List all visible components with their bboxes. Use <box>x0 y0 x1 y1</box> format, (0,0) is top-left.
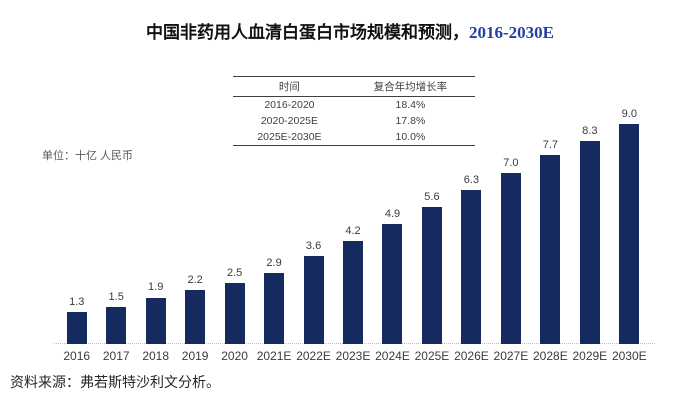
bar <box>382 223 403 344</box>
bar <box>343 241 364 344</box>
unit-label: 单位：十亿 人民币 <box>42 150 134 162</box>
cagr-table-header-row: 时间 复合年均增长率 <box>233 76 475 97</box>
x-tick-label: 2030E <box>611 349 647 363</box>
chart-title: 中国非药用人血清白蛋白市场规模和预测，2016-2030E <box>0 18 700 43</box>
bar-group-2030E: 9.0 2030E <box>610 106 649 364</box>
bar-group-2028E: 7.7 2028E <box>531 106 570 363</box>
bar-group-2016: 1.3 2016 <box>57 106 96 363</box>
x-tick-label: 2020 <box>221 349 248 363</box>
period-cell: 2020-2025E <box>260 115 319 127</box>
table-row: 2016-2020 18.4% <box>233 97 475 114</box>
cagr-table-header-period: 时间 <box>233 76 346 97</box>
bar <box>66 312 87 344</box>
chart-title-range: 2016-2030E <box>469 23 554 42</box>
x-tick-label: 2026E <box>454 349 489 363</box>
cagr-table: 时间 复合年均增长率 2016-2020 18.4% 2020-2025E 17… <box>233 76 475 146</box>
bar-group-2017: 1.5 2017 <box>96 106 135 363</box>
bar-value-label: 2.5 <box>226 266 243 279</box>
bar <box>461 189 482 344</box>
x-tick-label: 2025E <box>414 349 450 363</box>
x-tick-label: 2028E <box>533 349 568 363</box>
bar-value-label: 1.3 <box>69 296 85 309</box>
x-tick-label: 2022E <box>296 349 331 363</box>
bar-value-label: 2.9 <box>266 256 282 269</box>
bar-value-label: 9.0 <box>621 107 637 120</box>
cagr-cell: 17.8% <box>395 115 426 127</box>
bar-value-label: 3.6 <box>305 239 322 252</box>
bar-value-label: 6.3 <box>463 173 480 186</box>
x-tick-label: 2019 <box>181 349 209 363</box>
bar <box>579 140 600 344</box>
bar <box>264 273 285 344</box>
bar <box>500 172 521 344</box>
bar-value-label: 7.7 <box>542 139 559 152</box>
cagr-cell: 18.4% <box>395 99 426 111</box>
bar-value-label: 1.9 <box>148 281 164 294</box>
bar <box>185 290 206 344</box>
x-tick-label: 2029E <box>572 349 608 363</box>
cagr-table-header-cagr: 复合年均增长率 <box>345 76 475 97</box>
x-tick-label: 2027E <box>493 349 529 363</box>
bar-columns: 1.3 2016 1.5 2017 1.9 2018 2.2 2019 2.5 2020 2.9 20… <box>57 106 649 364</box>
bar-group-2023E: 4.2 2023E <box>333 106 372 363</box>
period-cell: 2025E-2030E <box>257 131 322 143</box>
bar-value-label: 8.3 <box>582 124 598 137</box>
period-cell: 2016-2020 <box>264 99 315 111</box>
bar-value-label: 2.2 <box>187 274 203 287</box>
bar-group-2020: 2.5 2020 <box>215 106 254 363</box>
source-note: 资料来源：弗若斯特沙利文分析。 <box>10 376 220 391</box>
x-tick-label: 2018 <box>142 349 170 363</box>
bar-chart: 1.3 2016 1.5 2017 1.9 2018 2.2 2019 2.5 2020 2.9 20… <box>54 106 655 364</box>
bar-group-2019: 2.2 2019 <box>175 106 214 363</box>
table-row: 2025E-2030E 10.0% <box>233 129 475 146</box>
bar-value-label: 7.0 <box>503 156 519 169</box>
bar <box>619 123 640 344</box>
bar-value-label: 4.2 <box>345 225 361 238</box>
bar-value-label: 1.5 <box>108 291 124 304</box>
x-tick-label: 2016 <box>63 349 91 363</box>
x-tick-label: 2021E <box>256 349 292 363</box>
bar <box>303 255 324 344</box>
bar-group-2018: 1.9 2018 <box>136 106 175 363</box>
bar <box>224 282 245 344</box>
x-tick-label: 2023E <box>335 349 371 363</box>
bar-group-2021E: 2.9 2021E <box>254 106 293 363</box>
x-tick-label: 2024E <box>375 349 410 363</box>
bar <box>540 155 561 344</box>
bar-group-2022E: 3.6 2022E <box>294 106 333 363</box>
x-tick-label: 2017 <box>102 349 130 363</box>
cagr-cell: 10.0% <box>395 131 426 143</box>
table-row: 2020-2025E 17.8% <box>233 113 475 129</box>
bar-group-2027E: 7.0 2027E <box>491 106 530 364</box>
bar <box>421 206 442 344</box>
bar-value-label: 5.6 <box>424 190 440 203</box>
bar <box>106 307 127 344</box>
bar-group-2026E: 6.3 2026E <box>452 106 491 363</box>
bar-group-2029E: 8.3 2029E <box>570 106 609 363</box>
bar-group-2024E: 4.9 2024E <box>373 106 412 363</box>
bar-value-label: 4.9 <box>384 207 401 220</box>
bar-group-2025E: 5.6 2025E <box>412 106 451 363</box>
chart-title-text: 中国非药用人血清白蛋白市场规模和预测， <box>146 23 469 42</box>
bar <box>145 297 166 344</box>
